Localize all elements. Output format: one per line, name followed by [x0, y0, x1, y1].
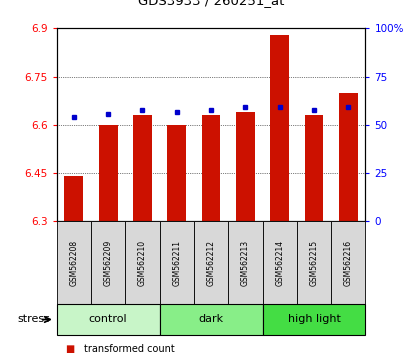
- Bar: [160, 304, 262, 335]
- Bar: [167, 125, 186, 221]
- Text: GSM562210: GSM562210: [138, 240, 147, 286]
- Bar: [64, 176, 83, 221]
- Bar: [236, 112, 255, 221]
- Bar: [57, 221, 91, 304]
- Text: transformed count: transformed count: [84, 344, 175, 354]
- Text: GSM562212: GSM562212: [207, 240, 215, 286]
- Text: high light: high light: [288, 314, 340, 325]
- Bar: [202, 115, 220, 221]
- Bar: [91, 221, 125, 304]
- Bar: [304, 115, 323, 221]
- Bar: [331, 221, 365, 304]
- Bar: [99, 125, 118, 221]
- Text: GSM562209: GSM562209: [104, 240, 113, 286]
- Bar: [133, 115, 152, 221]
- Text: GSM562214: GSM562214: [275, 240, 284, 286]
- Bar: [194, 221, 228, 304]
- Bar: [160, 221, 194, 304]
- Bar: [297, 221, 331, 304]
- Text: GSM562215: GSM562215: [310, 240, 318, 286]
- Text: GSM562216: GSM562216: [344, 240, 353, 286]
- Bar: [228, 221, 262, 304]
- Bar: [57, 304, 160, 335]
- Text: GSM562213: GSM562213: [241, 240, 250, 286]
- Text: GSM562211: GSM562211: [172, 240, 181, 286]
- Text: dark: dark: [199, 314, 223, 325]
- Bar: [262, 221, 297, 304]
- Text: GDS3933 / 260251_at: GDS3933 / 260251_at: [138, 0, 284, 7]
- Text: GSM562208: GSM562208: [69, 240, 79, 286]
- Text: control: control: [89, 314, 127, 325]
- Bar: [125, 221, 160, 304]
- Text: stress: stress: [18, 314, 50, 325]
- Bar: [270, 35, 289, 221]
- Bar: [339, 93, 358, 221]
- Text: ■: ■: [65, 344, 74, 354]
- Bar: [262, 304, 365, 335]
